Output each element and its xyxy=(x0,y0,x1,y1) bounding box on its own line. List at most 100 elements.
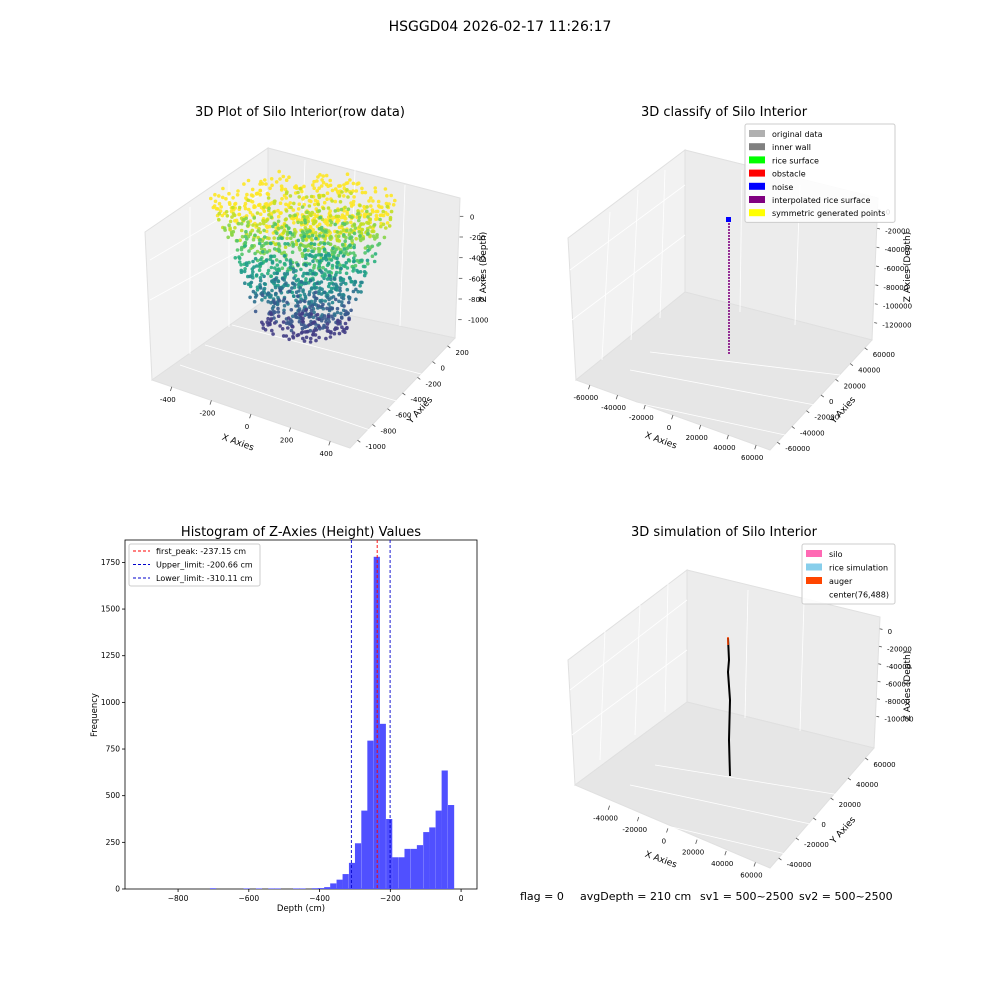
chart4-z-tick-label: 0 xyxy=(888,628,892,636)
chart1-point xyxy=(345,188,349,192)
chart3-x-tick-label: −800 xyxy=(168,894,189,903)
chart1-point xyxy=(302,234,307,239)
chart1-point xyxy=(373,186,378,190)
chart1-title: 3D Plot of Silo Interior(row data) xyxy=(195,105,405,120)
footer-flag: flag = 0 xyxy=(520,890,564,903)
chart1-point xyxy=(360,227,365,232)
chart1-point xyxy=(319,280,324,284)
chart1-point xyxy=(258,222,263,226)
chart1-point xyxy=(274,180,279,184)
chart1-point xyxy=(385,194,389,198)
chart1-point xyxy=(296,282,301,287)
chart3-bar xyxy=(429,827,436,889)
chart3-legend-box xyxy=(128,543,261,587)
chart1-point xyxy=(379,224,383,229)
chart1-point xyxy=(345,172,350,176)
chart1-point xyxy=(266,271,270,276)
chart1-point xyxy=(360,209,364,213)
chart3-bar xyxy=(268,888,275,889)
chart2-z-tick-mark xyxy=(875,265,879,268)
chart1-point xyxy=(374,209,379,214)
chart2-legend-label: noise xyxy=(772,183,793,192)
chart1-point xyxy=(273,277,278,282)
chart1-point xyxy=(284,258,289,262)
chart1-point xyxy=(231,196,235,200)
chart1-point xyxy=(346,195,350,199)
chart1-point xyxy=(258,278,263,283)
chart1-point xyxy=(252,204,256,208)
chart1-point xyxy=(284,196,289,200)
chart4-grid-line xyxy=(599,629,606,761)
chart1-point xyxy=(360,186,364,191)
chart1-point xyxy=(297,308,301,313)
raw-3d-plot: 3D Plot of Silo Interior(row data) -400-… xyxy=(144,105,489,458)
chart1-point xyxy=(304,277,308,281)
chart1-point xyxy=(326,261,331,266)
histogram-plot: Histogram of Z-Axies (Height) Values −80… xyxy=(90,525,478,914)
chart1-point xyxy=(335,261,340,265)
chart1-x-tick-label: -200 xyxy=(199,409,215,417)
chart1-point xyxy=(252,299,257,304)
chart1-point xyxy=(317,317,321,322)
chart1-point xyxy=(294,242,299,247)
chart1-point xyxy=(325,191,330,195)
chart1-point xyxy=(319,292,324,296)
chart1-x-tick-label: 200 xyxy=(280,437,293,445)
chart1-point xyxy=(393,198,397,203)
chart1-point xyxy=(262,282,267,286)
chart1-point xyxy=(326,206,331,210)
chart1-point xyxy=(369,204,373,208)
chart3-y-tick-label: 500 xyxy=(106,791,121,800)
chart1-point xyxy=(239,228,244,233)
chart1-point xyxy=(306,313,311,317)
chart1-point xyxy=(255,223,259,227)
chart1-point xyxy=(269,241,273,246)
chart1-point xyxy=(243,234,248,239)
chart2-legend-label: original data xyxy=(772,130,823,139)
chart1-point xyxy=(250,244,254,248)
chart1-point xyxy=(317,264,322,268)
chart1-point xyxy=(261,250,265,254)
chart4-z-tick-label: -60000 xyxy=(886,680,911,688)
chart1-point xyxy=(325,197,329,201)
chart1-point xyxy=(355,212,360,216)
chart1-point xyxy=(338,270,342,275)
chart1-point xyxy=(284,321,289,326)
chart1-point xyxy=(332,276,337,281)
chart1-point xyxy=(335,230,340,234)
chart1-point xyxy=(325,322,330,326)
chart1-grid-line xyxy=(399,184,406,327)
chart1-y-tick-mark xyxy=(372,424,376,427)
simulation-3d-plot: 3D simulation of Silo Interior -40000 -20… xyxy=(567,525,914,879)
chart1-y-tick-mark xyxy=(432,361,436,364)
chart1-point xyxy=(271,304,276,309)
chart1-point xyxy=(273,266,277,270)
chart1-point xyxy=(282,311,286,315)
chart1-point xyxy=(277,242,281,246)
chart1-point xyxy=(317,325,322,329)
chart2-grid-line xyxy=(571,234,686,321)
chart1-point xyxy=(368,217,373,222)
chart1-point xyxy=(233,255,238,260)
chart1-point xyxy=(336,253,341,258)
chart1-point xyxy=(267,206,271,211)
chart1-point xyxy=(228,202,232,206)
chart3-y-tick-label: 1750 xyxy=(101,558,120,567)
chart4-legend-swatch xyxy=(806,577,822,584)
chart1-point xyxy=(261,322,265,327)
chart1-point xyxy=(337,293,341,297)
chart1-point xyxy=(237,212,242,217)
chart1-point xyxy=(338,286,342,290)
chart1-point xyxy=(291,270,296,274)
chart1-point xyxy=(217,201,222,206)
chart3-bar xyxy=(342,874,349,889)
chart1-point xyxy=(250,267,255,271)
chart1-point xyxy=(275,231,279,235)
chart1-point xyxy=(306,219,311,224)
chart1-point xyxy=(350,215,354,219)
chart2-y-tick-mark xyxy=(820,394,825,398)
chart1-point xyxy=(299,313,303,318)
chart2-x-tick-label: -60000 xyxy=(573,394,598,402)
chart1-point xyxy=(270,183,274,188)
chart1-point xyxy=(258,264,262,269)
